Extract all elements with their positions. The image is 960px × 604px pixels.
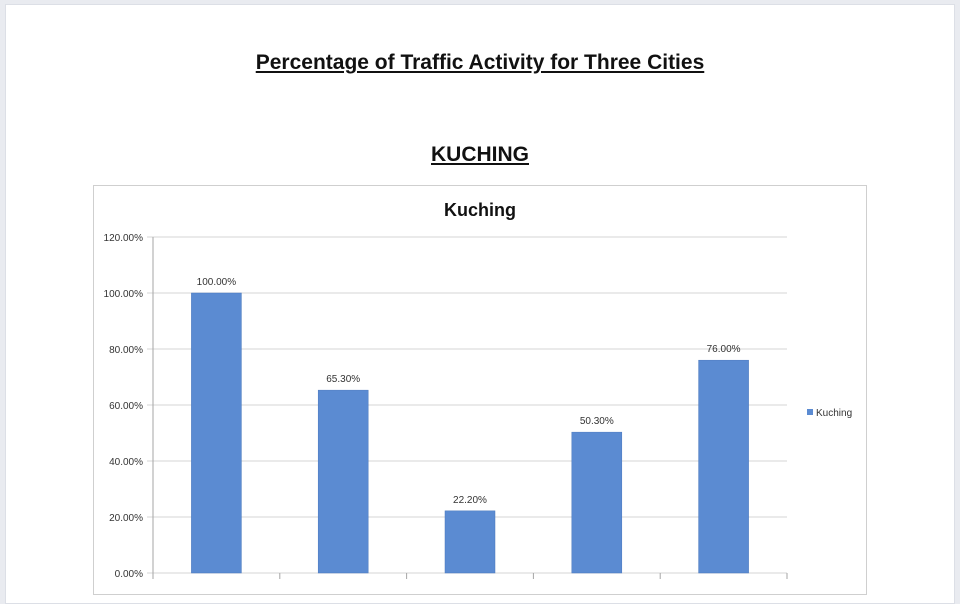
y-tick-label: 60.00% (109, 401, 143, 412)
y-tick-label: 120.00% (104, 233, 144, 244)
y-tick-label: 100.00% (104, 289, 144, 300)
bar-3[interactable] (444, 510, 496, 574)
document-title: Percentage of Traffic Activity for Three… (255, 51, 705, 74)
y-tick-label: 80.00% (109, 345, 143, 356)
legend-label-kuching: Kuching (816, 408, 852, 419)
y-tick-label: 20.00% (109, 513, 143, 524)
data-label-3: 22.20% (453, 495, 487, 506)
legend: Kuching (807, 408, 852, 419)
bar-chart: Kuching 0.00% 20.00% 40.00% 60.00% 80.00% 100… (104, 200, 853, 580)
y-axis-ticks: 0.00% 20.00% 40.00% 60.00% 80.00% 100.00% 120.… (104, 233, 144, 580)
legend-swatch (807, 409, 813, 415)
data-label-1: 100.00% (197, 277, 237, 288)
data-label-2: 65.30% (326, 374, 360, 385)
data-label-5: 76.00% (707, 344, 741, 355)
data-labels: 100.00% 65.30% 22.20% 50.30% 76.00% (197, 277, 741, 506)
y-tick-label: 40.00% (109, 457, 143, 468)
bar-2[interactable] (317, 389, 369, 574)
bar-1[interactable] (191, 292, 242, 574)
bar-series (191, 292, 749, 574)
bar-5[interactable] (698, 359, 749, 574)
section-title: KUCHING (431, 143, 529, 166)
data-label-4: 50.30% (580, 416, 614, 427)
chart-title: Kuching (444, 200, 516, 220)
y-tick-label: 0.00% (115, 569, 143, 580)
bar-4[interactable] (571, 431, 623, 574)
